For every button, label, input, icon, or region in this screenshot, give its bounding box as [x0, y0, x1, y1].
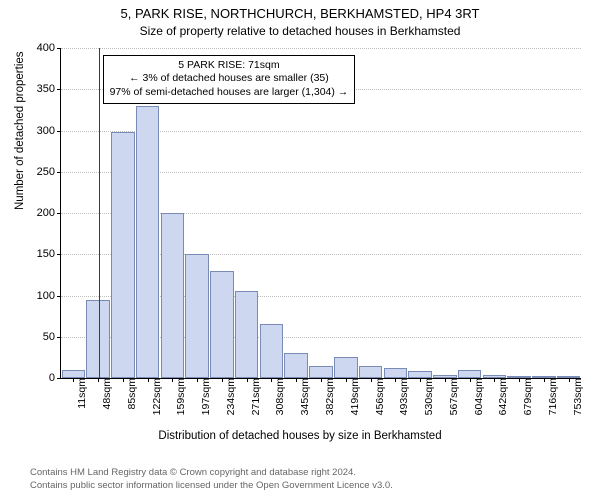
ytick-label: 100 [37, 290, 61, 302]
xtick-label: 642sqm [494, 378, 509, 415]
xtick-label: 456sqm [371, 378, 386, 415]
xtick-label: 567sqm [445, 378, 460, 415]
footer-line: Contains public sector information licen… [30, 480, 393, 492]
gridline [61, 48, 581, 49]
ytick-label: 400 [37, 42, 61, 54]
xtick-label: 122sqm [148, 378, 163, 415]
ytick-label: 200 [37, 207, 61, 219]
callout-line: ← 3% of detached houses are smaller (35) [110, 72, 349, 86]
ytick-label: 350 [37, 83, 61, 95]
histogram-bar [185, 254, 209, 378]
chart-area: 05010015020025030035040011sqm48sqm85sqm1… [60, 48, 580, 378]
histogram-bar [334, 357, 358, 378]
xtick-label: 85sqm [123, 378, 138, 410]
xtick-label: 419sqm [346, 378, 361, 415]
histogram-bar [408, 371, 432, 378]
histogram-bar [62, 370, 86, 378]
footer-line: Contains HM Land Registry data © Crown c… [30, 467, 393, 479]
xtick-label: 679sqm [519, 378, 534, 415]
xtick-label: 604sqm [470, 378, 485, 415]
xtick-label: 382sqm [321, 378, 336, 415]
y-axis-label: Number of detached properties [14, 51, 26, 210]
xtick-label: 48sqm [98, 378, 113, 410]
page-title: 5, PARK RISE, NORTHCHURCH, BERKHAMSTED, … [0, 6, 600, 22]
histogram-bar [359, 366, 383, 378]
xtick-label: 345sqm [296, 378, 311, 415]
xtick-label: 159sqm [172, 378, 187, 415]
callout-line: 5 PARK RISE: 71sqm [110, 59, 349, 73]
ytick-label: 150 [37, 248, 61, 260]
page-subtitle: Size of property relative to detached ho… [0, 24, 600, 39]
ytick-label: 300 [37, 125, 61, 137]
ytick-label: 0 [49, 372, 61, 384]
xtick-label: 271sqm [247, 378, 262, 415]
reference-line [99, 48, 100, 378]
xtick-label: 197sqm [197, 378, 212, 415]
callout-line: 97% of semi-detached houses are larger (… [110, 86, 349, 100]
histogram-bar [111, 132, 135, 378]
xtick-label: 493sqm [395, 378, 410, 415]
xtick-label: 11sqm [73, 378, 88, 409]
histogram-bar [284, 353, 308, 378]
xtick-label: 308sqm [271, 378, 286, 415]
histogram-bar [384, 368, 408, 378]
callout-box: 5 PARK RISE: 71sqm← 3% of detached house… [103, 55, 356, 104]
x-axis-label: Distribution of detached houses by size … [0, 430, 600, 442]
histogram-bar [260, 324, 284, 378]
ytick-label: 250 [37, 166, 61, 178]
histogram-bar [458, 370, 482, 378]
histogram-bar [161, 213, 185, 378]
ytick-label: 50 [43, 331, 61, 343]
histogram-bar [309, 366, 333, 378]
xtick-label: 716sqm [544, 378, 559, 415]
histogram-bar [210, 271, 234, 378]
footer-attribution: Contains HM Land Registry data © Crown c… [30, 467, 393, 492]
xtick-label: 234sqm [222, 378, 237, 415]
histogram-bar [235, 291, 259, 378]
plot-area: 05010015020025030035040011sqm48sqm85sqm1… [60, 48, 581, 379]
xtick-label: 753sqm [569, 378, 584, 415]
histogram-bar [136, 106, 160, 378]
xtick-label: 530sqm [420, 378, 435, 415]
